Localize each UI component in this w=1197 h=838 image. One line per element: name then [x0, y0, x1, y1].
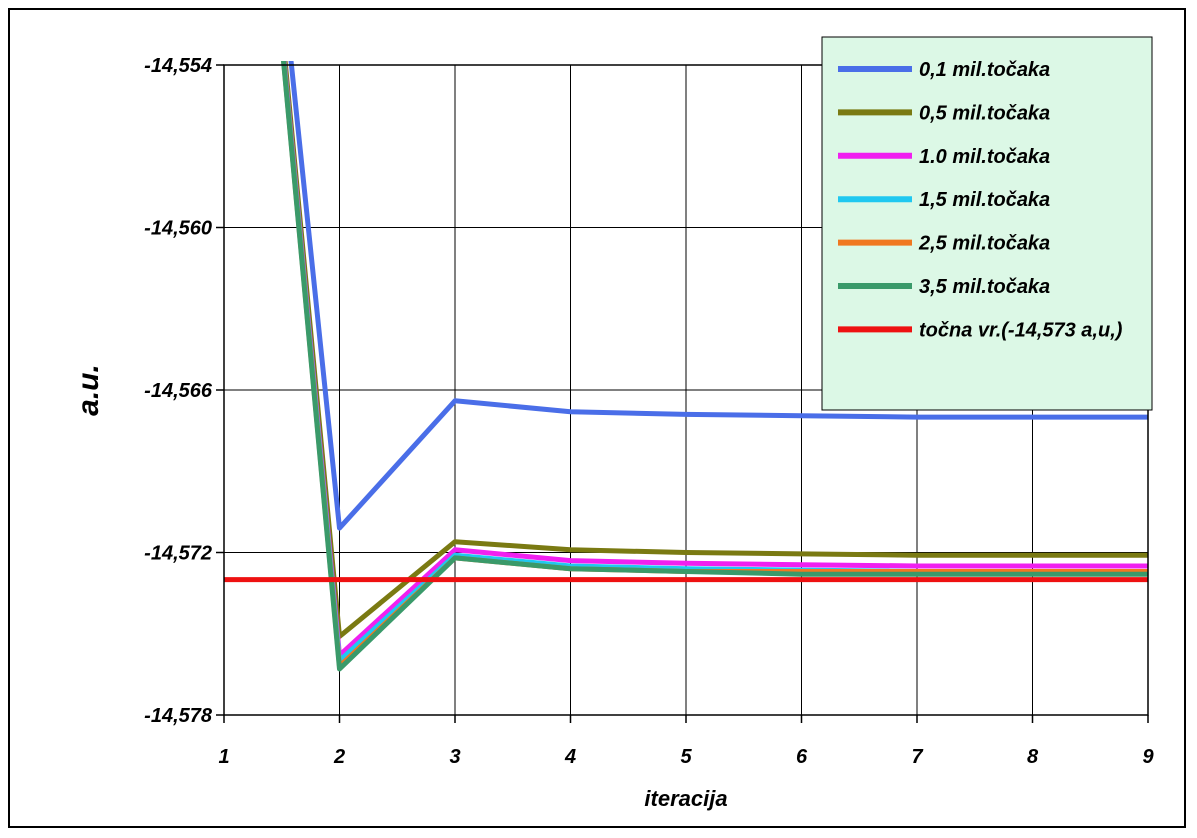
- x-tick-label: 6: [796, 746, 808, 768]
- y-tick-label: -14,554: [144, 55, 212, 77]
- x-tick-labels: 1 2 3 4 5 6 7 8 9: [218, 715, 1154, 768]
- series-line-2: [282, 61, 1148, 639]
- series-layer: [224, 61, 1148, 672]
- legend-label-2: 0,5 mil.točaka: [919, 102, 1050, 124]
- y-tick-label: -14,560: [144, 218, 212, 240]
- series-line-1: [288, 61, 1148, 531]
- legend-label-5: 2,5 mil.točaka: [918, 233, 1050, 255]
- legend-label-3: 1.0 mil.točaka: [919, 146, 1050, 168]
- y-axis-title: a.u.: [72, 364, 105, 416]
- x-tick-label: 3: [449, 746, 460, 768]
- x-axis-title: iteracija: [644, 786, 727, 811]
- x-tick-label: 4: [564, 746, 576, 768]
- x-tick-label: 1: [218, 746, 229, 768]
- series-line-3: [281, 61, 1148, 658]
- legend-box: [821, 36, 1153, 411]
- x-tick-label: 2: [333, 746, 345, 768]
- x-tick-label: 7: [911, 746, 923, 768]
- x-tick-label: 5: [680, 746, 692, 768]
- legend-label-1: 0,1 mil.točaka: [919, 59, 1050, 81]
- x-tick-label: 9: [1142, 746, 1154, 768]
- y-tick-label: -14,566: [144, 380, 213, 402]
- legend-label-6: 3,5 mil.točaka: [919, 276, 1050, 298]
- legend-items: 0,1 mil.točaka 0,5 mil.točaka 1.0 mil.toča…: [838, 59, 1123, 341]
- legend-label-4: 1,5 mil.točaka: [919, 189, 1050, 211]
- y-tick-label: -14,578: [144, 705, 213, 727]
- legend: 0,1 mil.točaka 0,5 mil.točaka 1.0 mil.toča…: [821, 36, 1153, 411]
- y-tick-labels: -14,554 -14,560 -14,566 -14,572 -14,578: [144, 55, 224, 727]
- x-tick-label: 8: [1027, 746, 1039, 768]
- series-line-6: [280, 61, 1148, 672]
- y-tick-label: -14,572: [144, 543, 212, 565]
- legend-label-7: točna vr.(-14,573 a,u,): [919, 319, 1123, 341]
